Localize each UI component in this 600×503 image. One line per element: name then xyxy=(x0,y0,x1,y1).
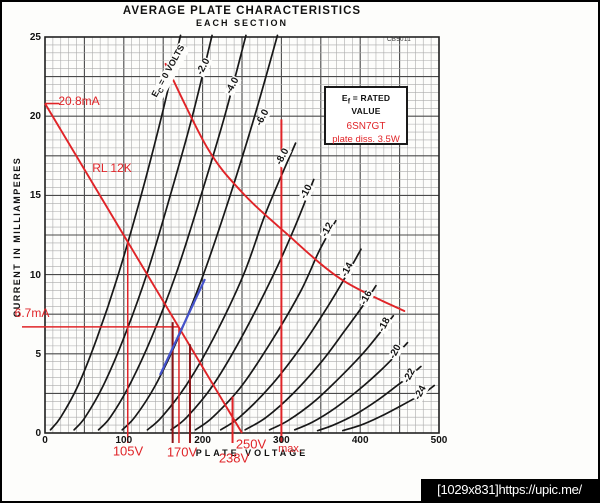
chart-title: AVERAGE PLATE CHARACTERISTICS xyxy=(122,5,362,17)
plate-characteristic-curves xyxy=(49,34,436,432)
drawing-code: CB5011 xyxy=(387,37,412,43)
curve-bias--18 xyxy=(268,314,395,431)
y-tick-25: 25 xyxy=(29,32,41,43)
curve-bias--8 xyxy=(146,142,297,431)
y-tick-0: 0 xyxy=(35,428,41,439)
annotation-6.7mA: 6.7mA xyxy=(14,306,50,320)
curve-bias--16 xyxy=(244,284,377,431)
y-tick-15: 15 xyxy=(29,190,41,202)
curve-bias--10 xyxy=(170,178,315,431)
bias-segment-blue xyxy=(159,278,206,376)
y-tick-20: 20 xyxy=(29,111,41,123)
x-tick-0: 0 xyxy=(42,435,48,446)
annotation-250V: 250V xyxy=(235,436,267,452)
watermark-bar: [1029x831]https://upic.me/ xyxy=(421,479,598,501)
x-tick-400: 400 xyxy=(351,435,369,446)
legend-rated-value: Ef = RATED VALUE xyxy=(341,93,391,116)
annotation-170V: 170V xyxy=(166,444,198,460)
annotation-RL12K: RL 12K xyxy=(92,161,132,175)
x-axis-title: PLATE VOLTAGE xyxy=(195,448,309,458)
legend-plate-dissipation: plate diss. 3.5W xyxy=(332,133,400,145)
curve-bias--2 xyxy=(73,34,213,431)
annotation-max.: max. xyxy=(278,443,302,455)
y-axis-title: CURRENT IN MILLIAMPERES xyxy=(12,156,22,318)
legend-tube-type: 6SN7GT xyxy=(346,120,386,132)
legend-box: Ef = RATED VALUE 6SN7GT plate diss. 3.5W xyxy=(324,86,408,145)
curve-bias--4 xyxy=(97,34,247,431)
load-line xyxy=(44,103,243,434)
x-tick-100: 100 xyxy=(115,435,133,446)
x-tick-500: 500 xyxy=(430,435,448,446)
annotation-105V: 105V xyxy=(112,443,144,459)
grid-lines xyxy=(44,36,440,434)
x-tick-300: 300 xyxy=(273,435,290,446)
load-line-and-markers xyxy=(22,62,406,443)
chart-subtitle: EACH SECTION xyxy=(195,18,288,28)
annotation-238V: 238V xyxy=(218,450,250,466)
y-tick-5: 5 xyxy=(35,348,41,360)
curve-bias--6 xyxy=(121,34,279,431)
blue-bias-segment xyxy=(159,278,206,376)
x-tick-200: 200 xyxy=(194,435,211,446)
dissipation-curve xyxy=(164,62,406,312)
curve-bias-0 xyxy=(49,34,182,431)
annotation-20.8mA: 20.8mA xyxy=(58,94,100,108)
y-tick-10: 10 xyxy=(29,269,41,281)
curve-bias--12 xyxy=(194,219,337,431)
